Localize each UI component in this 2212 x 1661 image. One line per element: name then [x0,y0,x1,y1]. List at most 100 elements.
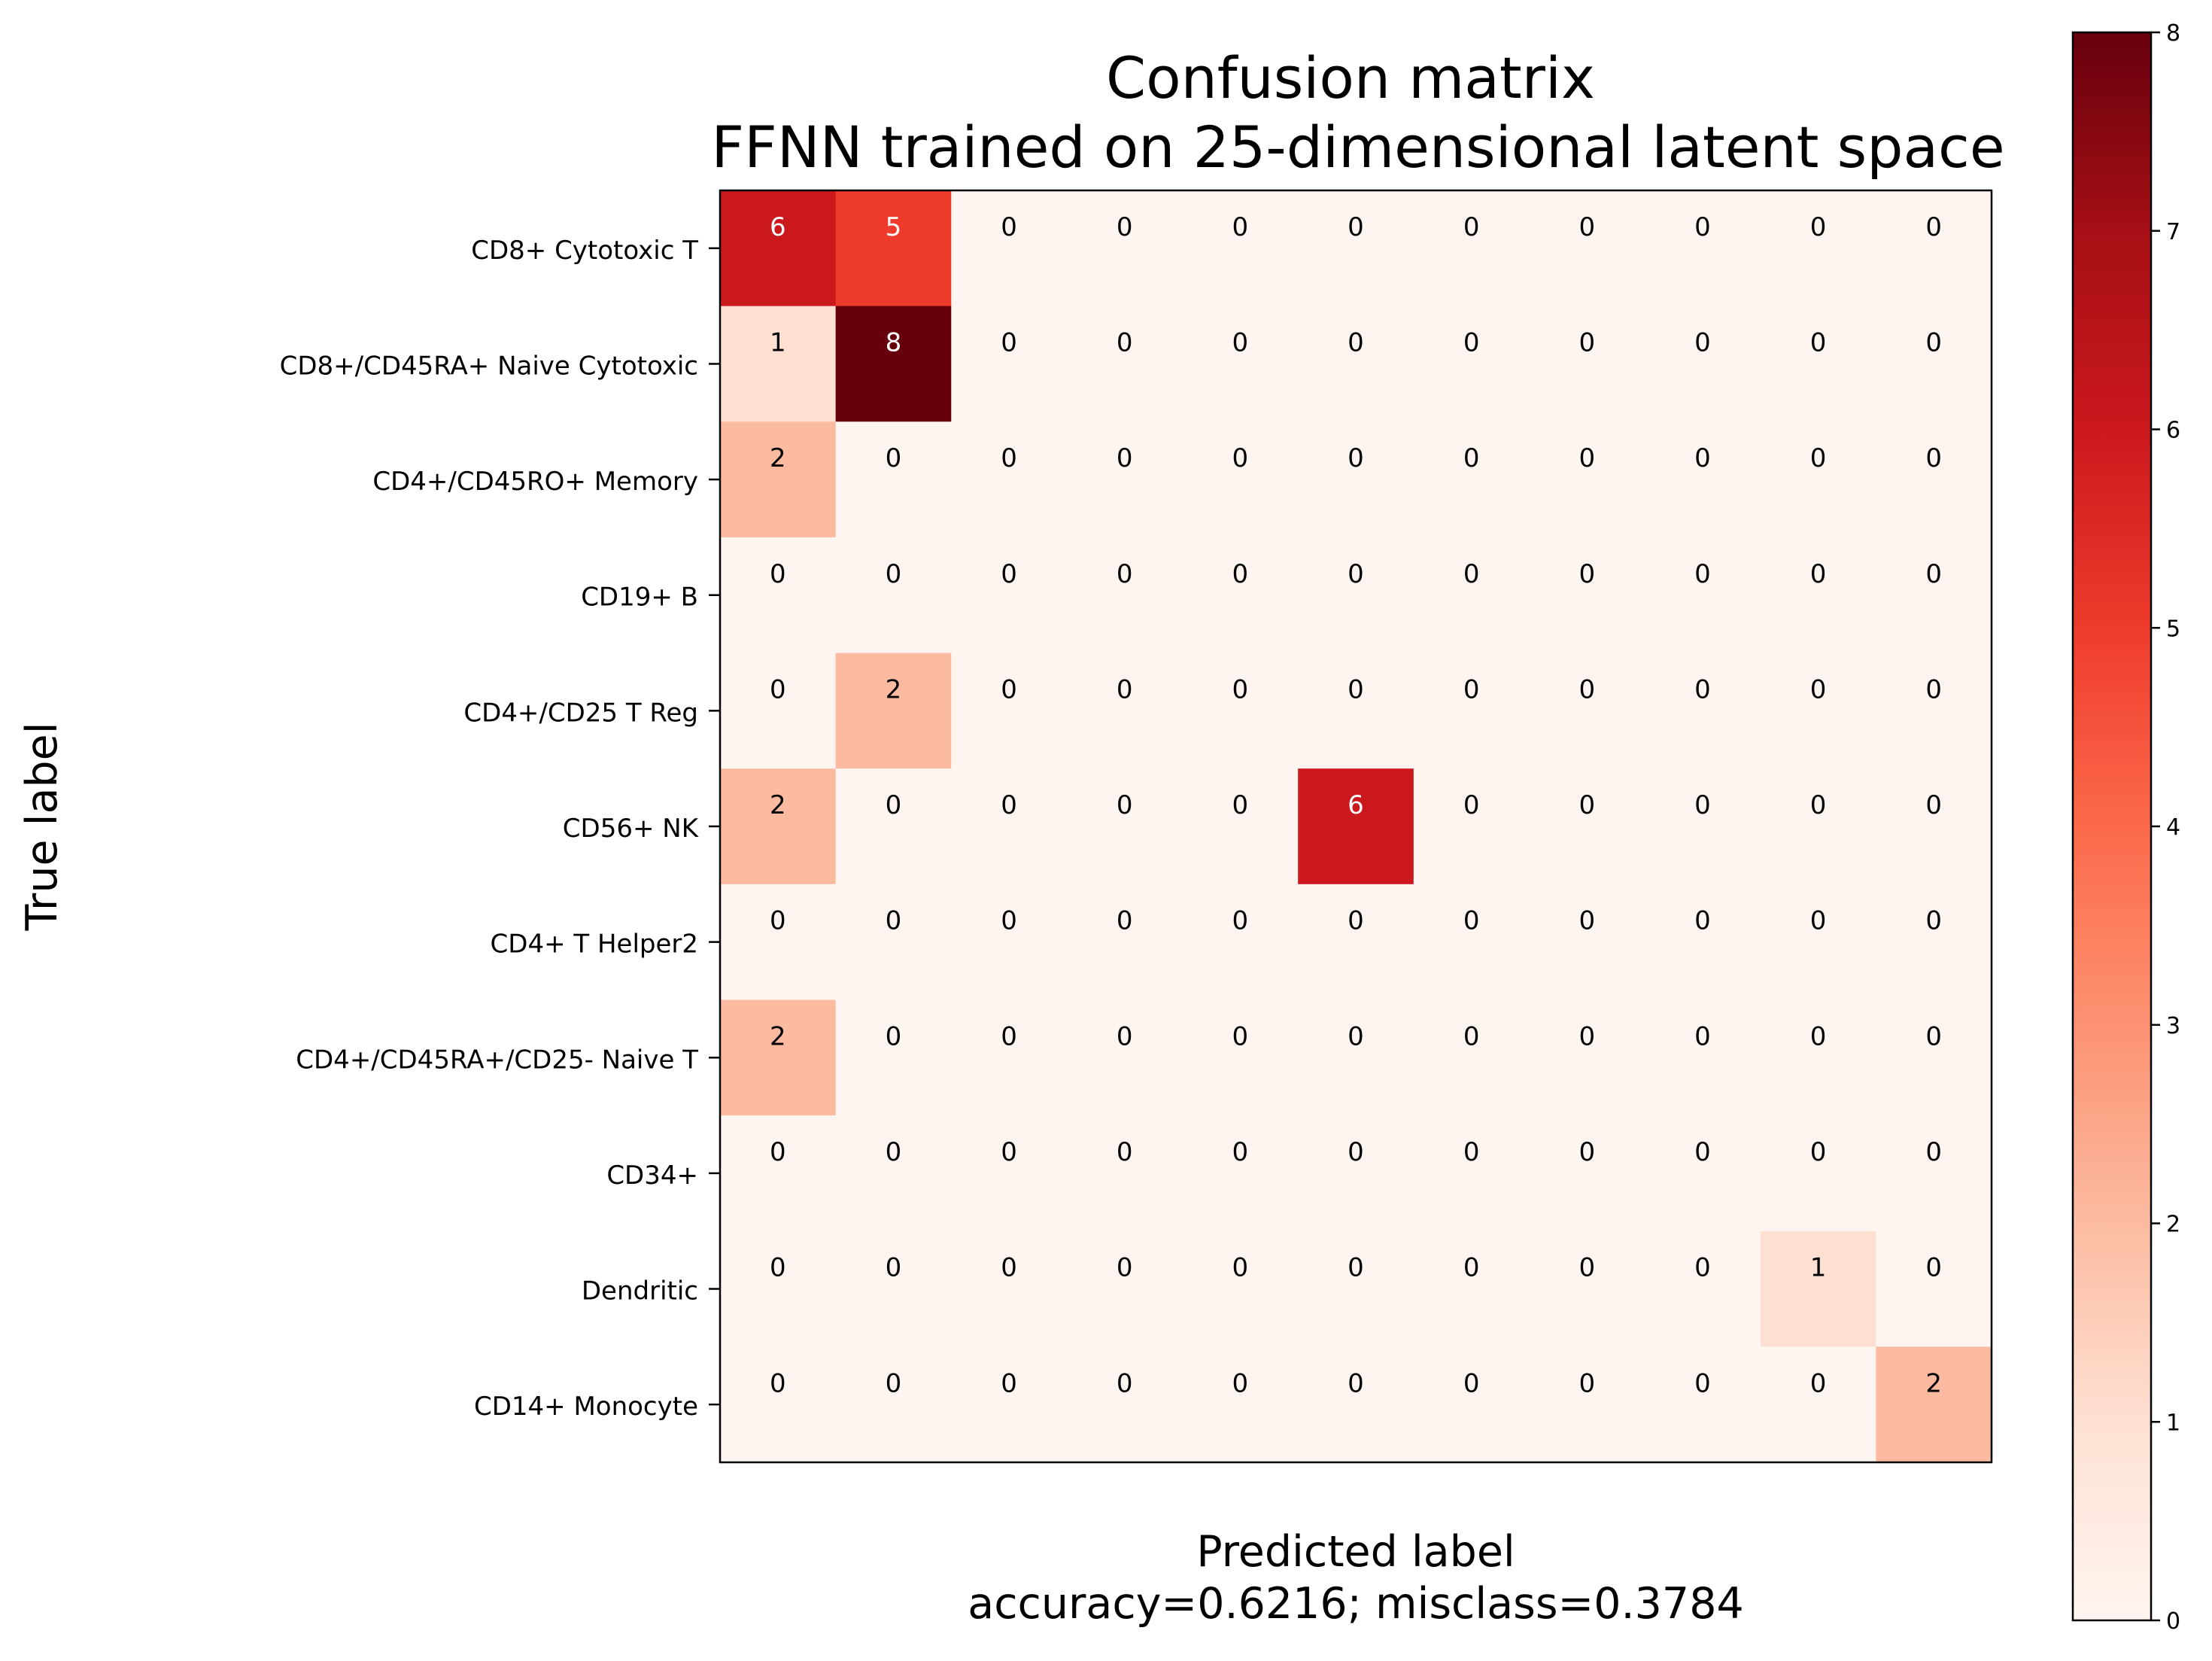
chart-title-line-1: Confusion matrix [1106,44,1595,111]
cell-value-label: 0 [1810,443,1827,473]
heatmap-cell [1529,421,1645,538]
cell-value-label: 0 [1001,1137,1017,1167]
y-tick-label: CD8+ Cytotoxic T [471,236,698,266]
heatmap-cell [951,190,1068,307]
cell-value-label: 0 [1001,1368,1017,1398]
heatmap-cell [1645,1115,1761,1232]
colorbar-ticks: 0 1 2 3 4 5 6 7 8 [2151,20,2180,1635]
heatmap-cell [1645,190,1761,307]
heatmap-cell [1182,653,1299,769]
heatmap-cell [1413,190,1530,307]
cell-value-label: 0 [1117,443,1133,473]
heatmap-cell [1645,999,1761,1116]
cell-value-label: 0 [1117,1368,1133,1398]
y-tick-label: CD14+ Monocyte [474,1392,698,1422]
cell-value-label: 0 [1463,674,1480,704]
y-tick-label: CD34+ [606,1161,698,1191]
colorbar-tick-label: 3 [2166,1013,2180,1039]
heatmap-cell [835,190,952,307]
colorbar [2071,31,2153,1622]
heatmap-cell [951,1231,1068,1347]
heatmap-cell [1182,537,1299,654]
heatmap-cell [1876,1231,1992,1347]
cell-value-label: 0 [1232,212,1249,242]
heatmap-cell [951,884,1068,1001]
cell-value-label: 0 [1001,906,1017,936]
heatmap-cell [1760,1115,1876,1232]
heatmap-cell [720,884,837,1001]
heatmap-cell [1182,421,1299,538]
heatmap-cell [1066,190,1183,307]
heatmap-cell [1413,1346,1530,1463]
heatmap-cell [1182,1231,1299,1347]
heatmap-cell [1529,306,1645,422]
cell-value-label: 0 [1810,328,1827,358]
heatmap-cell [1413,537,1530,654]
heatmap-cell [1298,190,1414,307]
heatmap-cell [1876,999,1992,1116]
heatmap-cell [1645,1231,1761,1347]
cell-value-label: 0 [1694,328,1711,358]
heatmap-cell [1645,421,1761,538]
cell-value-label: 0 [1578,1253,1595,1283]
cell-value-label: 0 [1117,559,1133,589]
cell-value-label: 0 [886,443,902,473]
y-axis-title: True label [17,722,67,931]
cell-value-label: 0 [1810,1021,1827,1051]
cell-value-label: 0 [1694,1253,1711,1283]
heatmap-cell [1298,1115,1414,1232]
heatmap-cell [1413,1231,1530,1347]
cell-value-label: 0 [1348,906,1364,936]
cell-value-label: 0 [1117,212,1133,242]
heatmap-cell [1298,1346,1414,1463]
cell-value-label: 0 [1348,1137,1364,1167]
heatmap-cell [1066,884,1183,1001]
heatmap-cell [1645,306,1761,422]
heatmap-cell [1182,306,1299,422]
heatmap-cell [1876,768,1992,885]
heatmap-cell [1298,1231,1414,1347]
cell-value-label: 2 [886,674,902,704]
heatmap-cell [1182,884,1299,1001]
cell-value-label: 2 [1925,1368,1942,1398]
cell-value-label: 0 [886,1253,902,1283]
heatmap-cell [1066,537,1183,654]
heatmap-cell [1182,1115,1299,1232]
cell-value-label: 0 [1117,790,1133,820]
cell-value-label: 0 [1694,212,1711,242]
cell-value-label: 0 [1232,443,1249,473]
cell-value-label: 0 [1463,1021,1480,1051]
cell-value-label: 0 [770,1368,786,1398]
cell-value-label: 0 [1001,1253,1017,1283]
cell-value-label: 0 [1232,906,1249,936]
heatmap-cell [835,884,952,1001]
cell-value-label: 0 [1001,1021,1017,1051]
cell-value-label: 0 [1001,674,1017,704]
cell-value-label: 0 [1348,559,1364,589]
cell-value-label: 0 [1694,559,1711,589]
heatmap-cell [1413,999,1530,1116]
cell-value-label: 0 [1001,328,1017,358]
cell-value-label: 0 [1463,328,1480,358]
heatmap-cell [1760,1346,1876,1463]
cell-value-label: 0 [1694,1368,1711,1398]
cell-value-label: 0 [1810,906,1827,936]
heatmap-cell [1760,306,1876,422]
cell-value-label: 0 [1348,1368,1364,1398]
heatmap-cell [835,1231,952,1347]
cell-value-label: 0 [1232,1021,1249,1051]
heatmap-cell [720,421,837,538]
heatmap-cell [1066,768,1183,885]
x-axis-title-line-1: Predicted label [1196,1527,1515,1577]
cell-value-label: 0 [1694,906,1711,936]
cell-value-label: 0 [886,906,902,936]
cell-value-label: 0 [1578,790,1595,820]
heatmap-cell [951,768,1068,885]
y-tick-marks [709,247,720,1406]
colorbar-tick-label: 8 [2166,20,2180,47]
heatmap-cell [1529,768,1645,885]
heatmap-cell [1876,1115,1992,1232]
y-tick-label: CD4+/CD25 T Reg [463,698,698,728]
cell-value-label: 8 [886,328,902,358]
cell-value-label: 0 [1463,906,1480,936]
